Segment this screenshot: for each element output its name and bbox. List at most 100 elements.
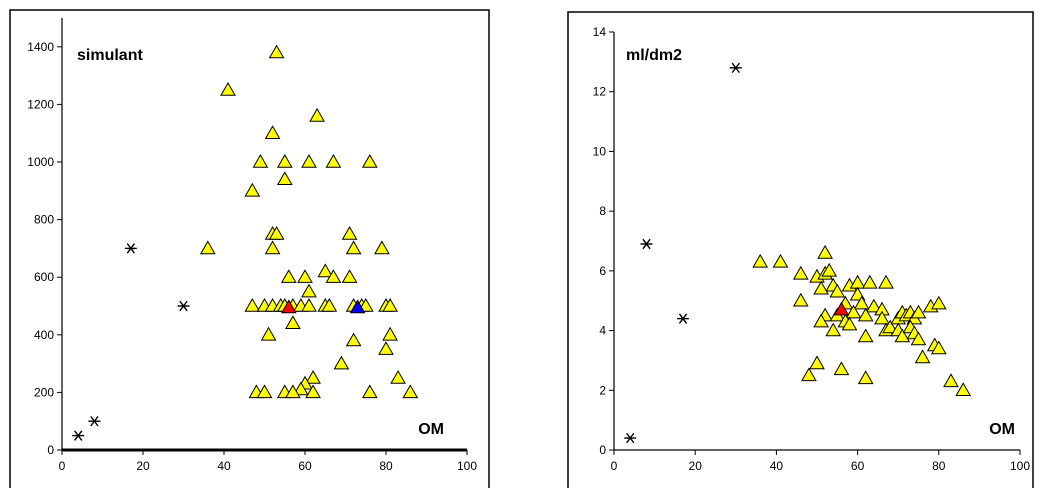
chart-title: simulant <box>77 47 143 64</box>
data-point-triangle <box>256 384 273 399</box>
data-point-triangle <box>301 297 317 312</box>
data-point-triangle <box>264 125 281 139</box>
x-tick-label: 40 <box>770 459 784 473</box>
data-point-triangle <box>882 319 898 334</box>
data-point-triangle <box>865 298 882 313</box>
series-3 <box>349 299 366 314</box>
x-tick-label: 20 <box>136 459 150 473</box>
data-point-triangle <box>333 355 350 370</box>
data-point-triangle <box>220 81 236 96</box>
data-point-asterisk <box>729 62 742 74</box>
y-tick-label: 6 <box>599 264 606 278</box>
data-point-triangle <box>276 171 293 185</box>
data-point-triangle <box>305 369 321 384</box>
data-point-triangle <box>825 322 842 337</box>
y-tick-label: 8 <box>599 204 606 218</box>
y-tick-label: 1000 <box>27 155 54 169</box>
data-point-triangle <box>914 349 931 364</box>
chart-panel-1: 0 200 400 600 800 1000 1200 1400 0 20 40 60 80 100 sim… <box>9 9 490 491</box>
data-point-triangle <box>268 44 285 59</box>
data-point-triangle <box>301 153 317 168</box>
data-point-triangle <box>280 269 297 283</box>
data-point-triangle <box>305 384 321 399</box>
chart-panel-2: 0 2 4 6 8 10 12 14 0 20 40 60 80 100 ml/dm2 OM <box>567 11 1034 491</box>
data-point-asterisk <box>72 430 85 441</box>
data-point-triangle <box>833 301 850 316</box>
data-point-triangle <box>349 299 366 314</box>
y-tick-label: 14 <box>593 25 607 39</box>
series-4 <box>72 243 190 441</box>
data-point-triangle <box>276 153 293 168</box>
x-tick-label: 80 <box>379 459 393 473</box>
data-point-asterisk <box>624 432 637 444</box>
data-point-asterisk <box>177 300 190 312</box>
x-tick-label: 20 <box>689 459 703 473</box>
data-point-triangle <box>821 262 838 277</box>
data-point-triangle <box>813 280 829 295</box>
x-tick-label: 80 <box>932 459 946 473</box>
data-point-triangle <box>260 326 277 341</box>
data-point-triangle <box>244 182 261 197</box>
x-tick-label: 100 <box>457 459 477 473</box>
data-point-triangle <box>857 307 874 322</box>
data-point-triangle <box>374 240 390 255</box>
data-point-triangle <box>874 310 890 325</box>
y-tick-label: 2 <box>599 383 606 397</box>
x-tick-label: 40 <box>217 459 231 473</box>
series-2 <box>280 299 297 314</box>
data-point-triangle <box>402 384 419 399</box>
data-point-triangle <box>382 297 398 312</box>
series-1 <box>752 244 972 396</box>
x-tick-label: 0 <box>611 459 618 473</box>
y-tick-label: 1400 <box>27 40 54 54</box>
y-tick-label: 200 <box>34 385 54 399</box>
asterisk-stroke <box>74 430 83 441</box>
data-point-asterisk <box>124 243 137 254</box>
data-point-triangle <box>390 369 406 384</box>
data-point-triangle <box>280 299 297 314</box>
data-point-triangle <box>293 381 309 396</box>
data-point-triangle <box>361 384 378 399</box>
data-point-triangle <box>772 253 789 268</box>
asterisk-stroke <box>126 243 136 254</box>
data-point-triangle <box>792 265 809 280</box>
x-tick-label: 100 <box>1010 459 1030 473</box>
asterisk-stroke <box>642 238 651 250</box>
series-2 <box>833 301 850 316</box>
series-1 <box>199 44 419 399</box>
y-tick-label: 1200 <box>27 97 54 111</box>
data-point-triangle <box>833 361 850 376</box>
data-point-triangle <box>297 269 313 283</box>
data-point-triangle <box>378 341 394 355</box>
data-point-triangle <box>244 297 261 312</box>
x-tick-label: 60 <box>298 459 312 473</box>
data-point-triangle <box>857 370 874 385</box>
data-point-triangle <box>813 313 829 328</box>
asterisk-stroke <box>626 432 635 444</box>
data-point-triangle <box>752 253 769 268</box>
asterisk-stroke <box>179 300 188 312</box>
data-point-triangle <box>801 367 817 382</box>
x-tick-label: 0 <box>59 459 66 473</box>
data-point-triangle <box>301 283 317 298</box>
series-3 <box>624 62 742 444</box>
data-point-triangle <box>345 332 362 347</box>
data-point-triangle <box>845 304 862 319</box>
data-point-triangle <box>809 355 825 370</box>
data-point-triangle <box>285 315 301 329</box>
data-point-triangle <box>792 292 809 307</box>
data-point-triangle <box>878 274 894 289</box>
data-point-triangle <box>930 295 947 310</box>
data-point-triangle <box>321 297 338 312</box>
data-point-triangle <box>285 384 301 399</box>
data-point-triangle <box>341 269 358 283</box>
data-point-triangle <box>325 153 342 168</box>
y-tick-label: 0 <box>47 443 54 457</box>
y-tick-label: 400 <box>34 328 54 342</box>
asterisk-stroke <box>678 313 688 324</box>
data-point-triangle <box>361 153 378 168</box>
asterisk-stroke <box>90 415 99 427</box>
data-point-asterisk <box>677 313 690 324</box>
data-point-triangle <box>317 263 334 278</box>
